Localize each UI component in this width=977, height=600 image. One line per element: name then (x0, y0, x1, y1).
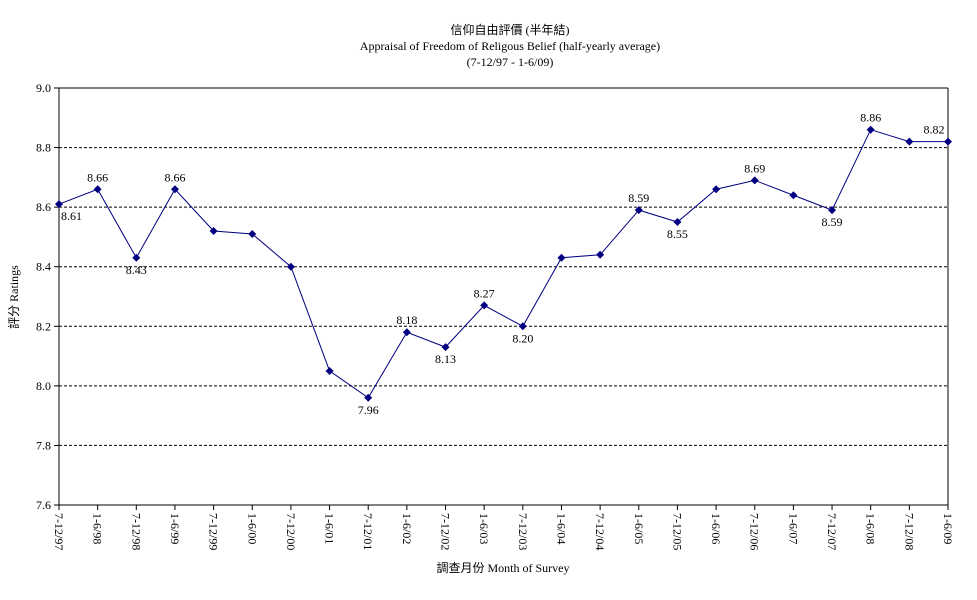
data-label: 8.13 (435, 352, 456, 366)
marker (596, 250, 605, 259)
x-tick-label: 1-6/09 (941, 513, 955, 544)
y-tick-label: 8.2 (36, 319, 51, 333)
x-tick-label: 7-12/99 (207, 513, 221, 550)
data-label: 8.66 (87, 170, 108, 184)
x-tick-label: 7-12/97 (52, 513, 66, 550)
marker (402, 328, 411, 337)
line (58, 129, 948, 399)
x-tick-label: 7-12/00 (284, 513, 298, 550)
x-tick-label: 1-6/06 (709, 513, 723, 544)
marker (325, 366, 334, 375)
x-tick-label: 1-6/03 (477, 513, 491, 544)
x-tick-label: 1-6/07 (786, 513, 800, 544)
x-tick-label: 7-12/05 (670, 513, 684, 550)
marker (557, 253, 566, 262)
marker (209, 226, 218, 235)
x-tick-label: 7-12/01 (361, 513, 375, 550)
marker (673, 218, 682, 227)
y-tick-label: 9.0 (36, 81, 51, 95)
x-tick-label: 7-12/06 (748, 513, 762, 550)
marker (170, 185, 179, 194)
data-label: 8.43 (126, 263, 147, 277)
x-tick-label: 7-12/07 (825, 513, 839, 550)
x-tick-label: 7-12/03 (516, 513, 530, 550)
marker (634, 206, 643, 215)
marker (248, 229, 257, 238)
marker (286, 262, 295, 271)
data-label: 7.96 (358, 403, 379, 417)
chart-title: 信仰自由評價 (半年結) (451, 22, 570, 37)
data-label: 8.59 (628, 191, 649, 205)
data-label: 8.61 (61, 209, 82, 223)
marker (944, 137, 952, 146)
data-label: 8.20 (512, 331, 533, 345)
x-tick-label: 1-6/05 (632, 513, 646, 544)
y-axis-label: 評分 Ratings (6, 265, 21, 329)
marker (828, 206, 837, 215)
x-tick-label: 1-6/01 (323, 513, 337, 544)
x-tick-label: 1-6/02 (400, 513, 414, 544)
data-label: 8.66 (164, 170, 185, 184)
y-tick-label: 8.0 (36, 379, 51, 393)
marker (712, 185, 721, 194)
marker (93, 185, 102, 194)
marker (789, 191, 798, 200)
marker (866, 125, 875, 134)
data-label: 8.86 (860, 111, 881, 125)
marker (132, 253, 141, 262)
x-tick-label: 1-6/98 (91, 513, 105, 544)
y-tick-label: 7.8 (36, 438, 51, 452)
chart-period: (7-12/97 - 1-6/09) (467, 55, 554, 69)
marker (55, 200, 63, 209)
data-label: 8.59 (822, 215, 843, 229)
x-tick-label: 7-12/08 (902, 513, 916, 550)
x-tick-label: 1-6/04 (554, 513, 568, 544)
chart-subtitle: Appraisal of Freedom of Religous Belief … (360, 39, 660, 53)
data-label: 8.27 (474, 286, 495, 300)
marker (750, 176, 759, 185)
y-tick-label: 8.8 (36, 141, 51, 155)
marker (480, 301, 489, 310)
x-tick-label: 1-6/00 (245, 513, 259, 544)
data-label: 8.55 (667, 227, 688, 241)
y-tick-label: 8.6 (36, 200, 51, 214)
data-label: 8.18 (396, 313, 417, 327)
marker (441, 343, 450, 352)
y-tick-label: 8.4 (36, 260, 51, 274)
marker (364, 393, 373, 402)
data-label: 8.82 (924, 123, 945, 137)
x-axis-label: 調查月份 Month of Survey (437, 561, 570, 575)
y-tick-label: 7.6 (36, 498, 51, 512)
x-tick-label: 1-6/08 (864, 513, 878, 544)
x-tick-label: 7-12/04 (593, 513, 607, 550)
marker (518, 322, 527, 331)
x-tick-label: 1-6/99 (168, 513, 182, 544)
x-tick-label: 7-12/98 (129, 513, 143, 550)
x-tick-label: 7-12/02 (439, 513, 453, 550)
data-label: 8.69 (744, 161, 765, 175)
marker (905, 137, 914, 146)
